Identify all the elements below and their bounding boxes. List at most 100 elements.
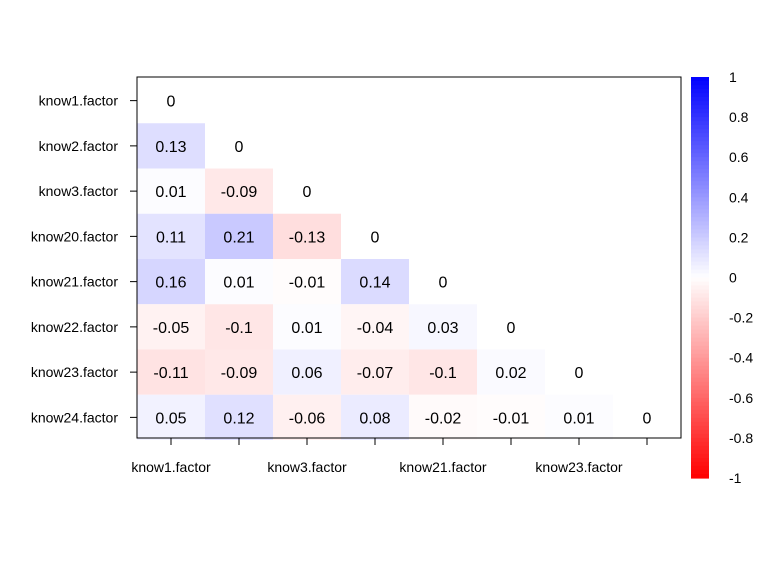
- color-legend-step: [691, 201, 709, 206]
- heatmap-cell: [205, 349, 273, 395]
- color-legend-step: [691, 333, 709, 339]
- color-legend-step: [691, 389, 709, 395]
- color-legend-step: [691, 213, 709, 218]
- cell-value-label: 0: [235, 139, 244, 156]
- color-legend-step: [691, 185, 709, 190]
- heatmap-cell: [409, 304, 477, 350]
- color-legend-step: [691, 169, 709, 174]
- color-legend-step: [691, 381, 709, 387]
- color-legend-step: [691, 413, 709, 419]
- color-legend-tick-label: -0.2: [729, 310, 753, 326]
- color-legend-step: [691, 177, 709, 182]
- color-legend-step: [691, 465, 709, 471]
- heatmap-cell: [273, 168, 341, 214]
- x-tick-label: know23.factor: [535, 459, 622, 475]
- heatmap-cell: [409, 394, 477, 440]
- color-legend-step: [691, 353, 709, 359]
- color-legend-step: [691, 77, 709, 82]
- heatmap-cell: [205, 168, 273, 214]
- heatmap-cell: [137, 168, 205, 214]
- color-legend-step: [691, 249, 709, 255]
- heatmap-cell: [477, 349, 545, 395]
- color-legend-step: [691, 425, 709, 431]
- color-legend-step: [691, 313, 709, 319]
- heatmap-cell: [137, 78, 205, 124]
- cell-value-label: -0.1: [225, 320, 253, 337]
- color-legend-step: [691, 329, 709, 335]
- color-legend-step: [691, 225, 709, 230]
- color-legend-step: [691, 277, 709, 283]
- heatmap-cell: [477, 394, 545, 440]
- color-legend-step: [691, 317, 709, 323]
- color-legend-step: [691, 141, 709, 146]
- color-legend-step: [691, 437, 709, 443]
- heatmap-cell: [205, 304, 273, 350]
- color-legend-step: [691, 337, 709, 343]
- heatmap-cell: [137, 259, 205, 305]
- cell-value-label: 0.02: [495, 365, 526, 382]
- color-legend-step: [691, 221, 709, 226]
- plot-frame: [136, 76, 682, 439]
- color-legend-step: [691, 417, 709, 423]
- heatmap-cell: [137, 213, 205, 259]
- color-legend-step: [691, 109, 709, 114]
- heatmap-cell: [613, 394, 681, 440]
- heatmap-cell: [137, 304, 205, 350]
- color-legend-step: [691, 157, 709, 162]
- color-legend-step: [691, 85, 709, 90]
- cell-value-label: -0.09: [221, 184, 258, 201]
- cell-value-label: 0: [371, 229, 380, 246]
- cell-value-label: 0.01: [563, 410, 594, 427]
- cell-value-label: -0.04: [357, 320, 394, 337]
- heatmap-cell: [341, 394, 409, 440]
- color-legend-step: [691, 97, 709, 102]
- color-legend-step: [691, 401, 709, 407]
- cell-value-label: 0.16: [155, 275, 186, 292]
- cell-value-label: -0.13: [289, 229, 326, 246]
- color-legend-step: [691, 245, 709, 251]
- heatmap-cells: [137, 78, 681, 440]
- color-legend-tick-label: 0.8: [729, 109, 749, 125]
- heatmap-cell: [137, 394, 205, 440]
- color-legend-step: [691, 309, 709, 315]
- cell-value-label: 0.21: [223, 229, 254, 246]
- color-legend-step: [691, 325, 709, 331]
- y-axis: know1.factor know2.factor know3.factor know…: [31, 93, 137, 425]
- color-legend-step: [691, 89, 709, 94]
- cell-value-label: 0.08: [359, 410, 390, 427]
- heatmap-cell: [137, 123, 205, 169]
- color-legend-step: [691, 265, 709, 271]
- color-legend-step: [691, 153, 709, 158]
- color-legend-step: [691, 81, 709, 86]
- color-legend-step: [691, 269, 709, 275]
- color-legend-step: [691, 369, 709, 375]
- heatmap-cell-labels: 0 0.13 0 0.01 -0.09 0 0.11 0.21 -0.13 0 0.16 0.01 -0…: [153, 94, 652, 428]
- color-legend-tick-label: -0.8: [729, 430, 753, 446]
- color-legend-step: [691, 305, 709, 311]
- color-legend-step: [691, 429, 709, 435]
- color-legend-step: [691, 237, 709, 243]
- heatmap-cell: [205, 394, 273, 440]
- color-legend-step: [691, 125, 709, 130]
- cell-value-label: 0.12: [223, 410, 254, 427]
- color-legend-tick-label: -0.4: [729, 350, 753, 366]
- color-legend-step: [691, 105, 709, 110]
- color-legend-step: [691, 145, 709, 150]
- cell-value-label: 0.01: [223, 275, 254, 292]
- cell-value-label: -0.06: [289, 410, 326, 427]
- color-legend-step: [691, 405, 709, 411]
- heatmap-cell: [341, 213, 409, 259]
- color-legend-tick-label: 1: [729, 69, 737, 85]
- heatmap-cell: [477, 304, 545, 350]
- heatmap-cell: [341, 304, 409, 350]
- cell-value-label: -0.01: [493, 410, 530, 427]
- color-legend-step: [691, 373, 709, 379]
- cell-value-label: -0.11: [153, 365, 188, 382]
- cell-value-label: 0.11: [156, 229, 186, 246]
- y-tick-label: know24.factor: [31, 409, 118, 425]
- y-tick-label: know1.factor: [39, 93, 119, 109]
- x-tick-label: know3.factor: [267, 459, 347, 475]
- color-legend-step: [691, 345, 709, 351]
- color-legend-step: [691, 433, 709, 439]
- color-legend-step: [691, 117, 709, 122]
